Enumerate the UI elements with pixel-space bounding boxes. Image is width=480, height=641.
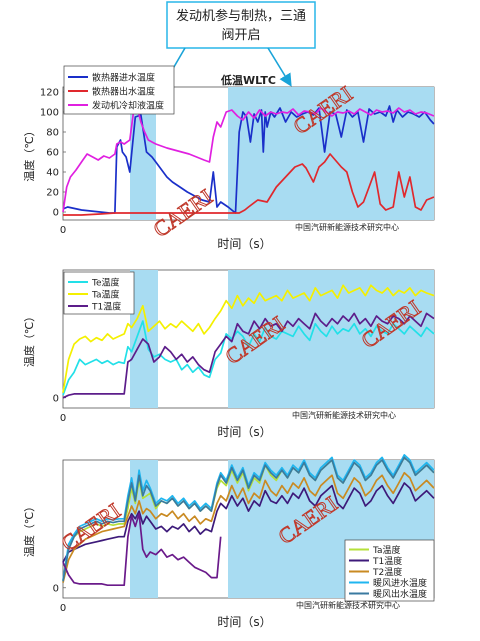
y-tick-label: 0 <box>53 393 59 404</box>
legend-label: Ta温度 <box>91 289 120 301</box>
x-axis-label: 时间（s） <box>217 425 271 439</box>
shaded-region-2 <box>228 270 434 408</box>
series-line-3 <box>62 471 435 583</box>
source-credit: 中国汽研新能源技术研究中心 <box>295 222 399 232</box>
y-tick-label: 0 <box>53 583 59 594</box>
legend-label: 散热器进水温度 <box>92 72 155 84</box>
series-line-2 <box>62 482 435 563</box>
chart-panel-1: 0 20 40 60 80 100 120 0 散热器进水温度散热器出水温度发动机冷却液温度温度… <box>22 65 435 251</box>
legend-label: 暖风出水温度 <box>373 588 427 600</box>
annotation-line1: 发动机参与制热，三通 <box>176 8 306 24</box>
y-tick-label: 80 <box>46 128 59 139</box>
annotation-box <box>166 1 316 49</box>
source-credit: 中国汽研新能源技术研究中心 <box>296 600 400 610</box>
legend-label: 发动机冷却液温度 <box>92 100 164 112</box>
legend-label: Te温度 <box>91 277 120 289</box>
y-tick-label: 0 <box>53 208 59 219</box>
annotation-arrow-right <box>267 47 292 87</box>
legend-label: 暖风进水温度 <box>373 577 427 589</box>
y-axis-label: 温度（℃） <box>22 501 36 557</box>
legend-label: T1温度 <box>372 555 402 567</box>
series-line-2 <box>63 153 435 216</box>
series-line-5 <box>62 456 435 582</box>
legend-label: T1温度 <box>91 301 121 313</box>
source-credit: 中国汽研新能源技术研究中心 <box>292 410 396 420</box>
y-axis-label: 温度（℃） <box>22 125 36 181</box>
series-line-3 <box>62 106 435 213</box>
region-label: 低温WLTC <box>220 73 276 87</box>
legend-label: T2温度 <box>372 566 402 578</box>
y-tick-label: 120 <box>40 88 59 99</box>
series-line-3 <box>62 312 435 399</box>
x-tick-label: 0 <box>60 413 66 424</box>
series-line-2 <box>62 284 435 393</box>
y-axis-label: 温度（℃） <box>22 311 36 367</box>
x-axis-label: 时间（s） <box>217 237 271 251</box>
legend-label: 散热器出水温度 <box>92 86 155 98</box>
y-tick-label: 100 <box>40 108 59 119</box>
legend-label: Ta温度 <box>372 544 401 556</box>
shaded-region-1 <box>130 460 158 598</box>
x-tick-label: 0 <box>60 603 66 614</box>
y-tick-label: 40 <box>46 168 59 179</box>
x-tick-label: 0 <box>60 225 66 236</box>
y-tick-label: 20 <box>46 188 59 199</box>
annotation-line2: 阀开启 <box>221 28 260 43</box>
series-line-6 <box>62 512 222 587</box>
charts-container: 0 20 40 60 80 100 120 0 散热器进水温度散热器出水温度发动机冷却液温度温度… <box>22 65 435 629</box>
x-axis-label: 时间（s） <box>217 615 271 629</box>
annotation-callout: 发动机参与制热，三通 阀开启 <box>148 1 316 111</box>
y-tick-label: 60 <box>46 148 59 159</box>
series-line-1 <box>62 320 435 396</box>
